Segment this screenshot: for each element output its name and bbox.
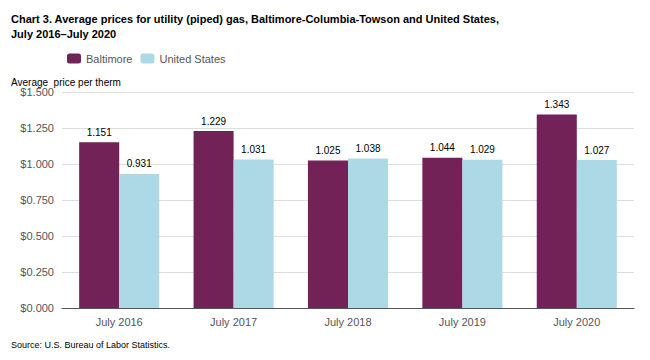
svg-text:July 2017: July 2017 <box>210 316 257 328</box>
svg-text:0.931: 0.931 <box>127 158 152 169</box>
svg-text:$1.250: $1.250 <box>20 122 54 134</box>
svg-text:1.038: 1.038 <box>356 143 381 154</box>
svg-text:July 2016–July 2020: July 2016–July 2020 <box>11 28 116 40</box>
svg-text:Chart 3. Average prices for ut: Chart 3. Average prices for utility (pip… <box>11 13 499 25</box>
svg-text:1.044: 1.044 <box>430 142 455 153</box>
svg-text:$0.250: $0.250 <box>20 266 54 278</box>
svg-text:United States: United States <box>159 53 226 65</box>
svg-text:$0.750: $0.750 <box>20 194 54 206</box>
svg-text:July 2016: July 2016 <box>96 316 143 328</box>
svg-text:$1.500: $1.500 <box>20 86 54 98</box>
svg-text:Average price per therm: Average price per therm <box>11 77 121 88</box>
svg-text:$0.500: $0.500 <box>20 230 54 242</box>
svg-text:Baltimore: Baltimore <box>86 53 132 65</box>
svg-text:$1.000: $1.000 <box>20 158 54 170</box>
svg-text:Source: U.S. Bureau of Labor S: Source: U.S. Bureau of Labor Statistics. <box>11 340 170 350</box>
svg-text:1.027: 1.027 <box>584 145 609 156</box>
svg-text:1.229: 1.229 <box>201 116 226 127</box>
svg-text:1.151: 1.151 <box>87 127 112 138</box>
svg-text:July 2018: July 2018 <box>324 316 371 328</box>
svg-text:1.025: 1.025 <box>315 145 340 156</box>
svg-text:1.031: 1.031 <box>241 144 266 155</box>
svg-text:1.029: 1.029 <box>470 144 495 155</box>
svg-text:1.343: 1.343 <box>544 99 569 110</box>
svg-text:$0.000: $0.000 <box>20 302 54 314</box>
svg-text:July 2019: July 2019 <box>439 316 486 328</box>
svg-text:July 2020: July 2020 <box>553 316 600 328</box>
